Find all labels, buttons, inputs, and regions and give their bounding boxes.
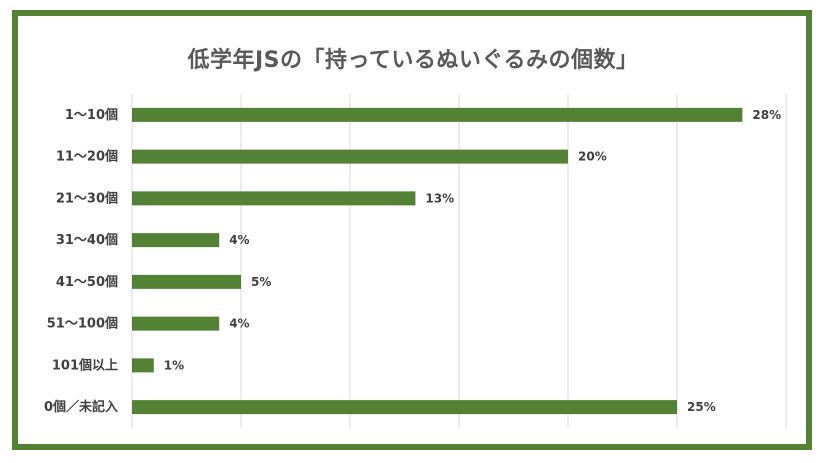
chart-frame <box>12 10 812 450</box>
chart-title: 低学年JSの「持っているぬいぐるみの個数」 <box>187 48 639 73</box>
category-label: 41～50個 <box>56 274 118 290</box>
value-label: 4% <box>229 233 249 247</box>
category-label: 31～40個 <box>56 232 118 248</box>
value-label: 28% <box>752 108 781 122</box>
value-label: 4% <box>229 317 249 331</box>
category-label: 21～30個 <box>56 190 118 206</box>
value-label: 1% <box>164 358 184 372</box>
category-label: 101個以上 <box>52 357 118 373</box>
bar <box>132 358 154 373</box>
bar <box>132 191 416 206</box>
bar <box>132 400 677 415</box>
bar <box>132 149 568 164</box>
category-label: 51～100個 <box>47 316 118 332</box>
bar <box>132 107 743 122</box>
category-label: 1～10個 <box>65 107 118 123</box>
bar <box>132 233 220 248</box>
bar <box>132 316 220 331</box>
value-label: 5% <box>251 275 271 289</box>
bar <box>132 274 241 289</box>
category-label: 11～20個 <box>56 149 118 165</box>
value-label: 20% <box>578 150 607 164</box>
category-label: 0個／未記入 <box>44 399 118 415</box>
value-label: 25% <box>687 400 716 414</box>
value-label: 13% <box>425 191 454 205</box>
